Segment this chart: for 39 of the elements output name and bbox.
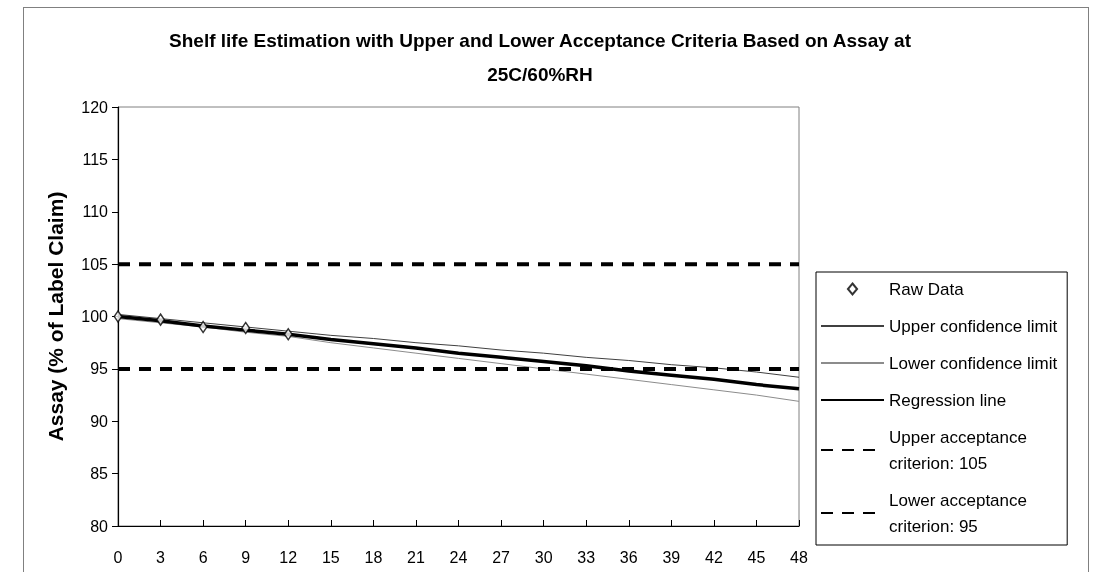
x-tick-label: 0	[113, 548, 123, 566]
x-tick-label: 48	[790, 548, 808, 566]
point	[113, 310, 123, 323]
legend-label: Raw Data	[889, 279, 965, 299]
y-tick-label: 85	[90, 465, 109, 483]
point	[241, 321, 251, 335]
y-tick-label: 105	[81, 255, 109, 273]
legend-label: Upper confidence limit	[889, 316, 1058, 336]
x-tick-label: 18	[364, 548, 383, 566]
y-tick-label: 90	[90, 412, 109, 430]
x-tick-label: 15	[321, 548, 340, 566]
x-tick-label: 27	[492, 548, 511, 566]
x-tick-label: 12	[279, 548, 298, 566]
point	[283, 328, 293, 341]
point	[156, 313, 166, 326]
x-tick-label: 33	[577, 548, 596, 566]
legend-label: Lower acceptance criterion: 95	[889, 490, 1027, 536]
y-tick-label: 95	[90, 360, 109, 378]
y-tick-label: 110	[82, 203, 109, 221]
legend-label: Regression line	[889, 390, 1007, 410]
x-tick-label: 9	[241, 548, 251, 566]
y-tick-label: 80	[90, 517, 109, 535]
x-tick-label: 36	[619, 548, 638, 566]
y-axis-title: Assay (% of Label Claim)	[44, 191, 67, 442]
point	[198, 320, 208, 334]
x-tick-label: 30	[534, 548, 553, 566]
x-tick-label: 21	[407, 548, 425, 566]
x-tick-label: 24	[449, 548, 468, 566]
chart-title: Shelf life Estimation with Upper and Lower Acceptance Criteria Based on Assay at 25C/60%RH	[169, 29, 912, 85]
x-tick-label: 42	[704, 548, 723, 566]
y-tick-label: 115	[82, 150, 109, 168]
y-tick-label: 120	[81, 98, 109, 116]
x-tick-label: 6	[198, 548, 208, 566]
x-tick-label: 45	[747, 548, 766, 566]
legend-label: Lower confidence limit	[889, 353, 1058, 373]
x-tick-label: 3	[156, 548, 166, 566]
y-tick-label: 100	[81, 308, 109, 325]
x-tick-label: 39	[662, 548, 681, 566]
legend-label: Upper acceptance criterion: 105	[889, 427, 1027, 473]
